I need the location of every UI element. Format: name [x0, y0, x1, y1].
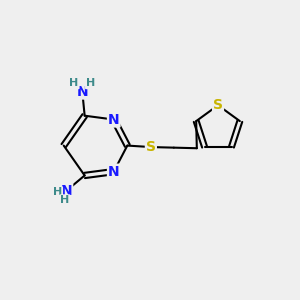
Text: H: H [86, 78, 95, 88]
Text: S: S [146, 140, 156, 154]
Text: N: N [108, 112, 120, 127]
Text: H: H [53, 187, 62, 197]
Text: N: N [108, 165, 120, 178]
Text: S: S [213, 98, 223, 112]
Text: H: H [60, 195, 70, 205]
Text: H: H [69, 78, 79, 88]
Text: N: N [61, 184, 72, 198]
Text: N: N [76, 85, 88, 99]
